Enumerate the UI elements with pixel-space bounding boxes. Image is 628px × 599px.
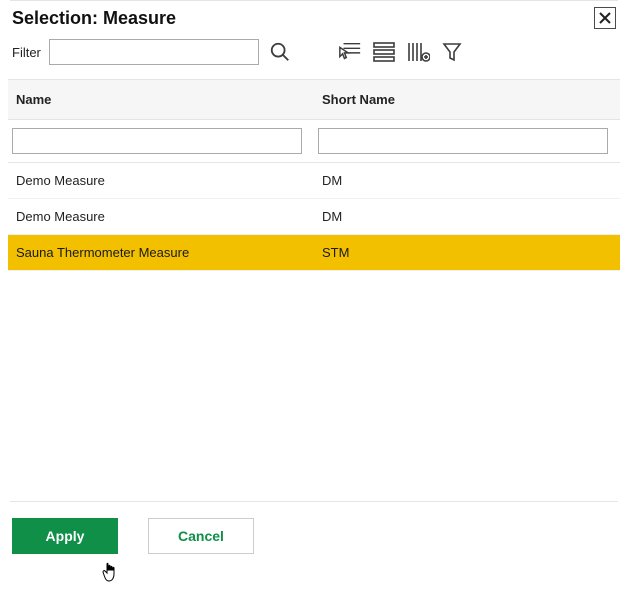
toolbar: Filter [0,33,628,79]
cancel-button[interactable]: Cancel [148,518,254,554]
search-button[interactable] [267,39,293,65]
table-header: Name Short Name [8,79,620,120]
col-filter-name[interactable] [12,128,302,154]
dialog-footer: Apply Cancel [0,502,628,578]
table-body: Demo MeasureDMDemo MeasureDMSauna Thermo… [8,163,620,271]
col-header-short[interactable]: Short Name [314,80,620,119]
selection-dialog: Selection: Measure Filter [0,0,628,578]
cell-name: Sauna Thermometer Measure [8,235,314,270]
cell-short: DM [314,163,620,198]
cell-name: Demo Measure [8,163,314,198]
cell-short: DM [314,199,620,234]
col-filter-short[interactable] [318,128,608,154]
column-filter-row [8,120,620,163]
close-icon [598,11,612,25]
search-icon [269,41,291,63]
table: Name Short Name Demo MeasureDMDemo Measu… [0,79,628,271]
filter-funnel-button[interactable] [439,39,465,65]
cursor-select-button[interactable] [337,39,363,65]
cell-short: STM [314,235,620,270]
table-row[interactable]: Demo MeasureDM [8,163,620,199]
filter-input[interactable] [49,39,259,65]
cell-name: Demo Measure [8,199,314,234]
cursor-select-icon [338,41,362,63]
filter-label: Filter [12,45,41,60]
table-row[interactable]: Sauna Thermometer MeasureSTM [8,235,620,271]
apply-button[interactable]: Apply [12,518,118,554]
col-header-name[interactable]: Name [8,80,314,119]
columns-button[interactable] [405,39,431,65]
list-icon [372,41,396,63]
funnel-icon [441,41,463,63]
close-button[interactable] [594,7,616,29]
dialog-title: Selection: Measure [12,8,176,29]
dialog-header: Selection: Measure [0,1,628,33]
table-row[interactable]: Demo MeasureDM [8,199,620,235]
list-view-button[interactable] [371,39,397,65]
columns-icon [406,41,430,63]
spacer [0,271,628,501]
